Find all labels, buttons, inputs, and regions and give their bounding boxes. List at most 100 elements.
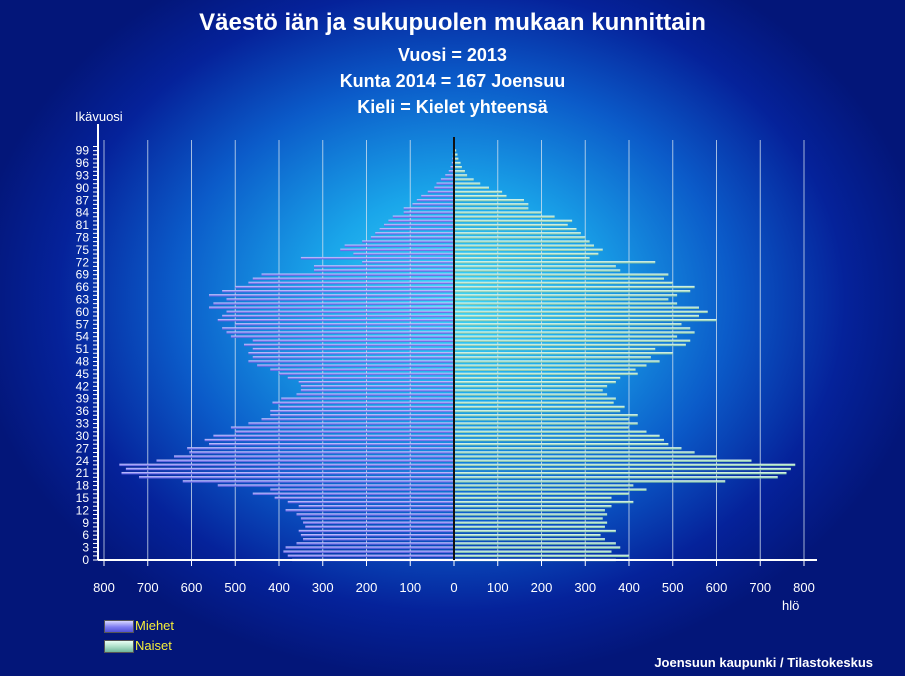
legend-swatch-men [104,620,134,633]
y-tick-label: 63 [76,292,90,306]
bar-men [235,285,454,289]
bar-men [440,178,454,181]
bar-women [454,533,601,537]
bar-women [454,488,647,491]
bar-women [454,405,625,409]
bar-men [244,343,454,347]
legend-label-men: Miehet [135,618,175,633]
bar-men [252,492,454,496]
x-tick-label: 200 [356,580,378,595]
bar-men [421,194,454,198]
bar-women [454,443,669,446]
bar-men [285,509,454,512]
bar-women [454,157,459,161]
bar-men [226,298,454,301]
bar-women [454,298,669,301]
bar-women [454,517,603,520]
bar-women [454,409,621,413]
y-tick-label: 27 [76,441,90,455]
x-tick-label: 300 [574,580,596,595]
bar-men [222,290,454,293]
bar-women [454,505,612,508]
y-tick-label: 15 [76,491,90,505]
bar-women [454,459,752,462]
bar-women [454,211,542,214]
y-tick-label: 24 [76,454,90,468]
bar-women [454,153,458,156]
bar-women [454,418,629,421]
y-tick-label: 21 [76,466,90,480]
bar-women [454,352,673,355]
bar-men [303,521,454,524]
bar-women [454,228,577,231]
bar-women [454,476,778,479]
y-tick-label: 18 [76,479,90,493]
bar-men [174,455,454,458]
legend-label-women: Naiset [135,638,172,653]
x-tick-label: 100 [487,580,509,595]
bar-men [156,459,454,462]
bar-women [454,525,605,529]
bar-men [226,331,454,334]
bar-men [314,269,454,272]
bar-men [248,281,454,285]
bar-women [454,203,529,206]
bar-men [388,219,454,223]
y-tick-label: 75 [76,243,90,257]
bar-men [303,538,454,541]
bar-women [454,331,695,334]
bar-men [209,306,454,309]
bar-women [454,513,608,516]
bar-women [454,463,796,467]
y-tick-label: 60 [76,305,90,319]
bar-men [189,451,454,454]
y-tick-label: 36 [76,404,90,418]
bar-women [454,471,787,475]
bar-men [270,409,454,413]
x-tick-label: 800 [93,580,115,595]
bar-women [454,182,481,185]
bar-men [362,240,454,243]
bar-men [261,418,454,421]
bar-women [454,550,612,553]
bar-women [454,509,605,512]
bar-women [454,207,529,210]
bar-women [454,339,691,343]
x-tick-label: 600 [181,580,203,595]
bar-women [454,149,457,152]
bar-men [213,434,454,438]
bar-men [362,261,454,264]
bar-men [270,414,454,417]
bar-men [283,550,454,553]
bar-women [454,248,603,252]
bar-women [454,294,678,297]
bar-women [454,232,581,235]
bar-men [375,232,454,235]
x-tick-label: 600 [706,580,728,595]
bar-men [230,426,454,429]
y-tick-label: 90 [76,181,90,195]
bar-women [454,186,489,190]
legend-swatch-women [104,640,134,653]
bar-women [454,447,682,450]
bar-women [454,376,621,380]
bar-women [454,223,568,227]
bar-men [121,471,454,475]
bar-women [454,318,717,322]
bar-men [125,467,454,471]
bar-men [204,438,454,442]
bar-women [454,190,503,194]
bar-men [298,529,454,533]
bar-women [454,327,691,330]
bar-men [340,248,454,252]
y-tick-label: 81 [76,218,90,232]
bar-men [139,476,454,479]
bar-men [248,352,454,355]
y-tick-label: 69 [76,268,90,282]
bar-women [454,199,524,202]
y-tick-label: 6 [82,528,89,542]
x-tick-label: 400 [268,580,290,595]
bar-men [314,265,454,268]
bar-men [287,554,454,558]
